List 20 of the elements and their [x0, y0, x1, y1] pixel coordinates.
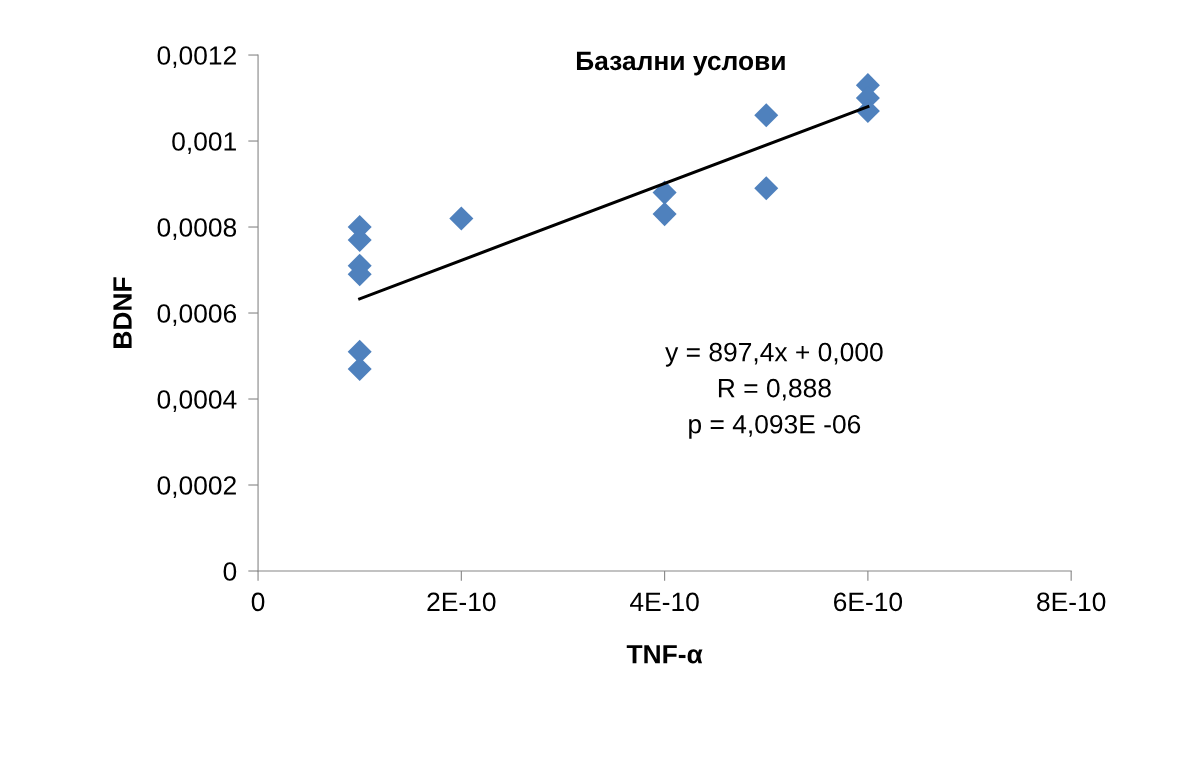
- y-tick-label: 0,0002: [157, 476, 236, 498]
- y-tick-label: 0,0006: [157, 304, 237, 326]
- point: [652, 202, 677, 227]
- y-axis-title: BDNF: [113, 277, 132, 348]
- x-tick-label: 8E-10: [1037, 592, 1106, 612]
- x-tick-label: 4E-10: [630, 592, 699, 612]
- y-tick-label: 0,001: [172, 132, 236, 154]
- point: [754, 176, 779, 201]
- annotation: y = 897,4x + 0,000 R = 0,888 p = 4,093E -06: [665, 342, 883, 439]
- x-tick-label: 2E-10: [427, 592, 496, 612]
- y-tick-label: 0,0004: [157, 390, 237, 412]
- y-tick-label: 0,0008: [157, 218, 237, 240]
- point: [754, 103, 779, 128]
- x-tick-label: 0: [251, 592, 265, 612]
- point: [449, 206, 474, 231]
- chart-title: Базални услови: [576, 51, 785, 76]
- y-tick-label: 0: [223, 562, 237, 581]
- y-tick-label: 0,0012: [157, 46, 236, 68]
- x-axis-title: TNF-α: [626, 645, 703, 664]
- x-tick-label: 6E-10: [834, 592, 903, 612]
